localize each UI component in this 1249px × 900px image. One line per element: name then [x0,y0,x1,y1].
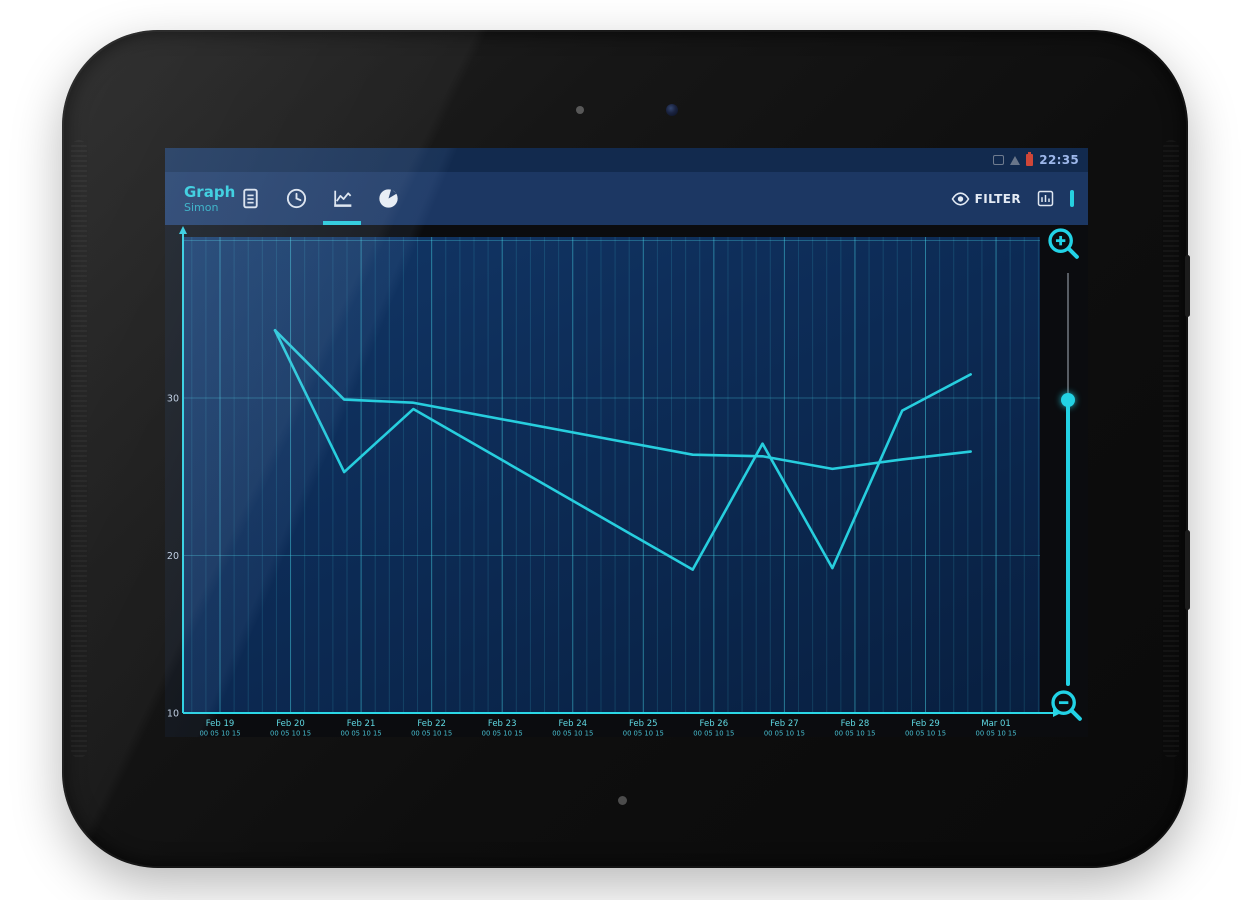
zoom-in-button[interactable] [1045,225,1083,263]
status-clock: 22:35 [1039,153,1079,167]
x-day-label: Feb 28 [841,719,870,729]
x-hour-labels: 00 05 10 15 [270,730,311,738]
x-day-label: Feb 27 [770,719,799,729]
overflow-menu-icon[interactable] [1070,190,1074,207]
right-speaker-grille [1163,140,1179,758]
tab-bar [227,172,411,225]
x-day-label: Feb 19 [206,719,235,729]
chart-area: 30 20 10 Feb 19 00 05 10 15 Feb 20 00 05 10 15… [165,225,1088,737]
series-2-line [273,328,972,471]
chart-settings-icon[interactable] [1035,188,1056,209]
x-hour-labels: 00 05 10 15 [693,730,734,738]
x-day-label: Feb 22 [417,719,446,729]
zoom-slider-track-upper[interactable] [1067,273,1069,400]
x-day-label: Feb 23 [488,719,517,729]
x-hour-labels: 00 05 10 15 [976,730,1017,738]
x-hour-labels: 00 05 10 15 [482,730,523,738]
light-sensor-dot [576,106,584,114]
x-day-label: Mar 01 [981,719,1011,729]
filter-button[interactable]: FILTER [951,191,1021,207]
x-hour-labels: 00 05 10 15 [341,730,382,738]
x-hour-labels: 00 05 10 15 [552,730,593,738]
x-hour-labels: 00 05 10 15 [764,730,805,738]
front-camera [666,104,678,116]
x-hour-labels: 00 05 10 15 [834,730,875,738]
tab-log[interactable] [227,172,273,225]
pie-chart-icon [378,189,398,208]
status-bar: 22:35 [165,148,1088,172]
app-title: Graph [184,182,236,201]
action-bar-actions: FILTER [951,172,1088,225]
left-speaker-grille [71,140,87,758]
y-tick-label: 20 [167,551,179,562]
series-1-line [273,328,972,571]
x-hour-labels: 00 05 10 15 [199,730,240,738]
tab-distribution[interactable] [365,172,411,225]
tab-graph[interactable] [319,172,365,225]
x-day-label: Feb 20 [276,719,305,729]
zoom-slider-track-lower[interactable] [1066,400,1070,686]
y-tick-label: 30 [167,394,179,405]
bottom-bezel-dot [618,796,627,805]
filter-label: FILTER [974,191,1021,206]
zoom-out-button[interactable] [1048,687,1086,725]
x-hour-labels: 00 05 10 15 [411,730,452,738]
battery-low-icon [1026,152,1034,166]
x-day-label: Feb 21 [347,719,376,729]
power-button[interactable] [1185,255,1190,317]
plot-background [183,237,1040,713]
eye-filter-icon [951,191,970,206]
line-chart-icon [333,190,351,207]
screen: 22:35 Graph Simon FILTER [165,148,1088,737]
zoom-slider-thumb[interactable] [1061,393,1075,407]
x-hour-labels: 00 05 10 15 [905,730,946,738]
clipboard-list-icon [242,188,258,209]
y-axis-labels: 30 20 10 [167,394,179,720]
x-day-label: Feb 24 [558,719,587,729]
tablet-device: 22:35 Graph Simon FILTER [62,30,1190,868]
status-bar-right: 22:35 [993,152,1079,167]
volume-rocker[interactable] [1185,530,1190,610]
profile-name: Simon [184,200,219,214]
status-icon [993,155,1005,165]
y-tick-label: 10 [167,709,179,720]
x-day-label: Feb 29 [911,719,940,729]
x-day-label: Feb 25 [629,719,658,729]
clock-icon [286,188,306,209]
action-bar: Graph Simon FILTER [165,172,1088,225]
x-day-label: Feb 26 [700,719,729,729]
tab-time[interactable] [273,172,319,225]
signal-icon [1010,155,1021,165]
x-hour-labels: 00 05 10 15 [623,730,664,738]
axes [179,226,1061,717]
grid-lines [183,237,1040,713]
title-block: Graph Simon [165,172,236,225]
